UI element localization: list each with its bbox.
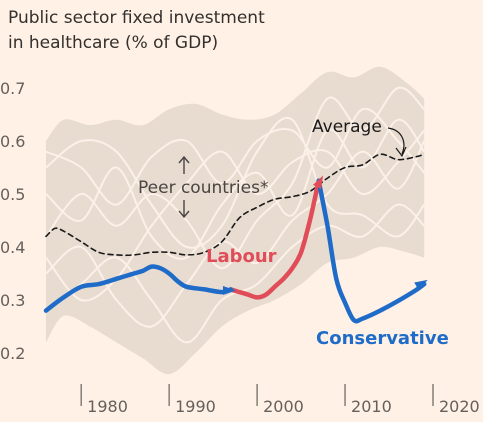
peer-line-6: [45, 116, 426, 249]
annotation-peer-countries: Peer countries*: [138, 178, 268, 198]
series-conservative-1: [316, 178, 427, 324]
y-tick-label: 0.3: [0, 291, 25, 310]
peer-line-0: [45, 118, 426, 260]
x-ticks: 1980 1990 2000 2010 2020: [80, 384, 480, 416]
y-ticks: 0.2 0.3 0.4 0.5 0.6 0.7: [0, 79, 25, 363]
conservative-1997-arrowhead: [222, 285, 236, 295]
series-labour: [228, 178, 321, 300]
y-tick-label: 0.2: [0, 344, 25, 363]
peer-line-4: [45, 86, 425, 270]
y-tick-label: 0.7: [0, 79, 25, 98]
annotation-average: Average: [312, 117, 382, 137]
x-tick-label: 1980: [87, 397, 128, 416]
chart-title: Public sector fixed investment in health…: [8, 8, 265, 53]
annotations: Average Peer countries* Labour Conservat…: [138, 117, 449, 349]
annotation-labour: Labour: [206, 246, 277, 267]
y-tick-label: 0.6: [0, 132, 25, 151]
peer-line-1: [45, 140, 426, 328]
x-tick-label: 1990: [175, 397, 216, 416]
annotation-conservative: Conservative: [316, 328, 449, 349]
series-layer: [43, 153, 428, 324]
y-tick-label: 0.5: [0, 185, 25, 204]
x-tick-label: 2020: [439, 397, 480, 416]
peer-up-arrow-icon: [178, 155, 190, 174]
peer-band: [46, 66, 425, 375]
labour-arrowhead: [312, 175, 324, 190]
x-tick-label: 2010: [351, 397, 392, 416]
series-conservative-0: [43, 264, 233, 313]
average-arrow-head: [395, 146, 407, 158]
y-tick-label: 0.4: [0, 238, 25, 257]
peer-down-arrow-icon: [178, 200, 190, 219]
peer-band-layer: [46, 66, 425, 375]
average-arrow: [387, 127, 405, 155]
x-tick-label: 2000: [263, 397, 304, 416]
conservative-arrowhead: [414, 279, 428, 291]
